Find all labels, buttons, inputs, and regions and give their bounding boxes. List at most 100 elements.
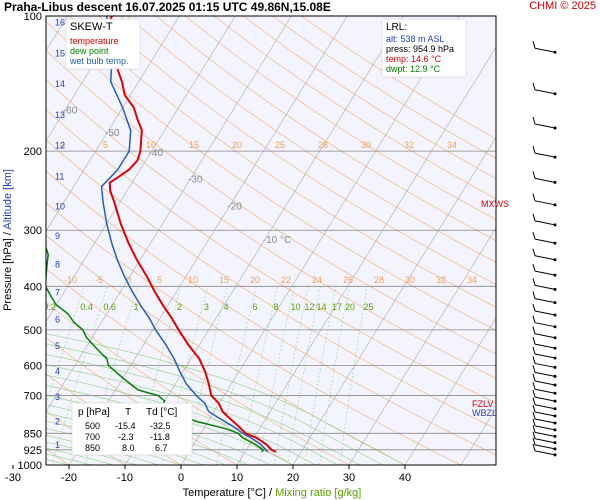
chart-title: Praha-Libus descent 16.07.2025 01:15 UTC… <box>4 0 331 14</box>
adiabat-label: 0 <box>60 140 65 150</box>
altitude-tick-label: 8 <box>55 260 60 270</box>
dry-adiabat <box>127 16 496 263</box>
adiabat-label: 20 <box>250 275 260 285</box>
dry-adiabat <box>46 79 496 379</box>
adiabat-label: 32 <box>404 140 414 150</box>
moist-adiabat <box>46 435 159 465</box>
wind-barb <box>532 278 557 291</box>
wind-barb <box>532 303 557 317</box>
wind-barb <box>532 404 557 418</box>
dry-adiabat <box>98 16 496 285</box>
x-tick-label: 0 <box>178 472 184 484</box>
altitude-tick-label: 1 <box>55 440 60 450</box>
moist-adiabat <box>46 385 294 465</box>
mixing-ratio-label: 1 <box>134 302 139 312</box>
isotherm <box>292 137 496 465</box>
plot-frame <box>45 15 497 466</box>
y-axis-title: Pressure [hPa] / Altitude [km] <box>2 169 14 311</box>
dry-adiabat <box>46 109 496 404</box>
isotherm-label: -40 <box>149 148 164 159</box>
wind-barb <box>532 82 557 96</box>
adiabat-label: 30 <box>405 275 415 285</box>
isotherm <box>68 16 348 465</box>
wind-barb <box>532 411 557 425</box>
adiabat-label: 28 <box>318 140 328 150</box>
table-cell: 850 <box>85 443 100 453</box>
table-header-p: p [hPa] <box>78 407 110 418</box>
wind-barb <box>532 326 557 340</box>
pressure-tick-label: 700 <box>24 390 42 402</box>
lrl-alt: alt: 538 m ASL <box>386 34 445 44</box>
wind-barb <box>532 145 557 159</box>
altitude-tick-label: 9 <box>55 231 60 241</box>
wind-barb <box>532 171 557 184</box>
isotherm <box>124 16 404 465</box>
wind-barb <box>532 315 557 329</box>
temperature-line <box>105 16 277 453</box>
altitude-tick-label: 15 <box>55 48 65 58</box>
mixing-ratio-line <box>239 286 278 465</box>
altitude-tick-label: 5 <box>55 341 60 351</box>
wind-barb <box>532 116 557 130</box>
wind-barb <box>532 213 557 227</box>
isotherm-label: -70 <box>27 74 42 85</box>
isotherm <box>46 16 236 323</box>
lrl-press: press: 954.9 hPa <box>386 44 454 54</box>
wind-barb <box>532 263 557 277</box>
altitude-tick-label: 2 <box>55 416 60 426</box>
wind-barb <box>532 193 557 207</box>
altitude-tick-label: 12 <box>55 141 65 151</box>
isotherm <box>46 16 292 413</box>
x-tick-label: -10 <box>117 472 133 484</box>
wind-barb <box>532 231 557 245</box>
mixing-ratio-line <box>216 286 257 465</box>
isotherm <box>46 16 180 232</box>
wbzl-label: WBZL <box>472 408 497 418</box>
legend-temperature: temperature <box>70 36 119 46</box>
wind-barb <box>532 365 557 378</box>
pressure-tick-label: 200 <box>24 146 42 158</box>
lrl-box: LRL: alt: 538 m ASL press: 954.9 hPa tem… <box>381 18 467 78</box>
wind-barb <box>532 443 557 457</box>
x-tick-label: -30 <box>5 472 21 484</box>
adiabat-label: 24 <box>312 275 322 285</box>
wind-barb <box>532 41 557 54</box>
pressure-tick-label: 500 <box>24 325 42 337</box>
pressure-tick-label: 600 <box>24 360 42 372</box>
pressure-tick-label: 400 <box>24 281 42 293</box>
wind-barb <box>532 248 557 262</box>
table-cell: -2.3 <box>118 432 134 442</box>
mixing-ratio-label: 0.6 <box>103 302 116 312</box>
svg-text:Pressure [hPa] / Altitude [km]: Pressure [hPa] / Altitude [km] <box>2 169 14 311</box>
mixing-ratio-label: 10 <box>290 302 300 312</box>
pressure-tick-label: 850 <box>24 428 42 440</box>
altitude-tick-label: 14 <box>55 79 65 89</box>
pressure-tick-label: 1000 <box>18 460 42 472</box>
altitude-tick-label: 11 <box>55 171 64 181</box>
wind-barb <box>532 336 557 350</box>
adiabat-label: 15 <box>219 275 229 285</box>
table-cell: 500 <box>85 421 100 431</box>
mixing-ratio-label: 14 <box>317 302 327 312</box>
legend-wetbulb: wet bulb temp. <box>69 56 129 66</box>
wind-barb <box>532 382 557 395</box>
altitude-tick-label: 7 <box>55 287 60 297</box>
altitude-tick-label: 4 <box>55 367 60 377</box>
mixing-ratio-label: 3 <box>204 302 209 312</box>
mixing-ratio-label: 0.4 <box>80 302 93 312</box>
table-cell: 700 <box>85 432 100 442</box>
adiabat-label: -5 <box>95 275 103 285</box>
wind-barb <box>532 418 557 432</box>
x-tick-label: 20 <box>287 472 299 484</box>
table-cell: -15.4 <box>115 421 136 431</box>
adiabat-label: 25 <box>275 140 285 150</box>
lrl-temp: temp: 14.6 °C <box>386 54 442 64</box>
pressure-tick-label: 300 <box>24 225 42 237</box>
adiabat-label: 32 <box>436 275 446 285</box>
table-cell: -11.8 <box>150 432 170 442</box>
levels-table: p [hPa] T Td [°C] 500 -15.4 -32.5 700 -2… <box>71 402 193 456</box>
table-cell: 8.0 <box>122 443 135 453</box>
isotherm <box>236 46 496 465</box>
adiabat-label: 0 <box>126 275 131 285</box>
